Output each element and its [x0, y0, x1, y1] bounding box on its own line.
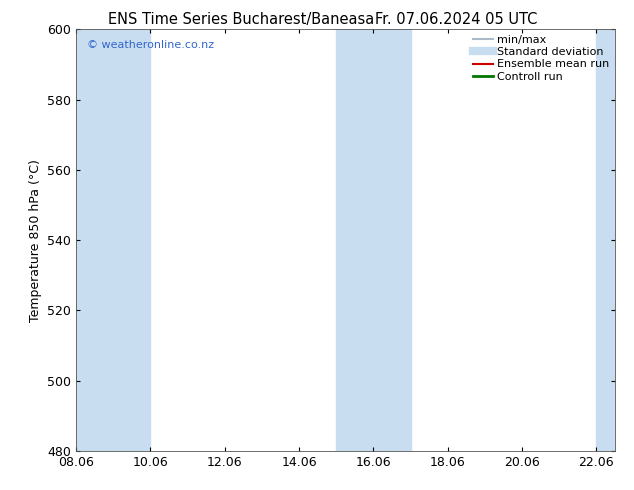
- Bar: [76, 29, 150, 451]
- Bar: [336, 29, 411, 451]
- Text: ENS Time Series Bucharest/Baneasa: ENS Time Series Bucharest/Baneasa: [108, 12, 374, 27]
- Y-axis label: Temperature 850 hPa (°C): Temperature 850 hPa (°C): [29, 159, 42, 321]
- Legend: min/max, Standard deviation, Ensemble mean run, Controll run: min/max, Standard deviation, Ensemble me…: [469, 32, 612, 85]
- Bar: [597, 29, 615, 451]
- Text: © weatheronline.co.nz: © weatheronline.co.nz: [87, 40, 214, 50]
- Text: Fr. 07.06.2024 05 UTC: Fr. 07.06.2024 05 UTC: [375, 12, 538, 27]
